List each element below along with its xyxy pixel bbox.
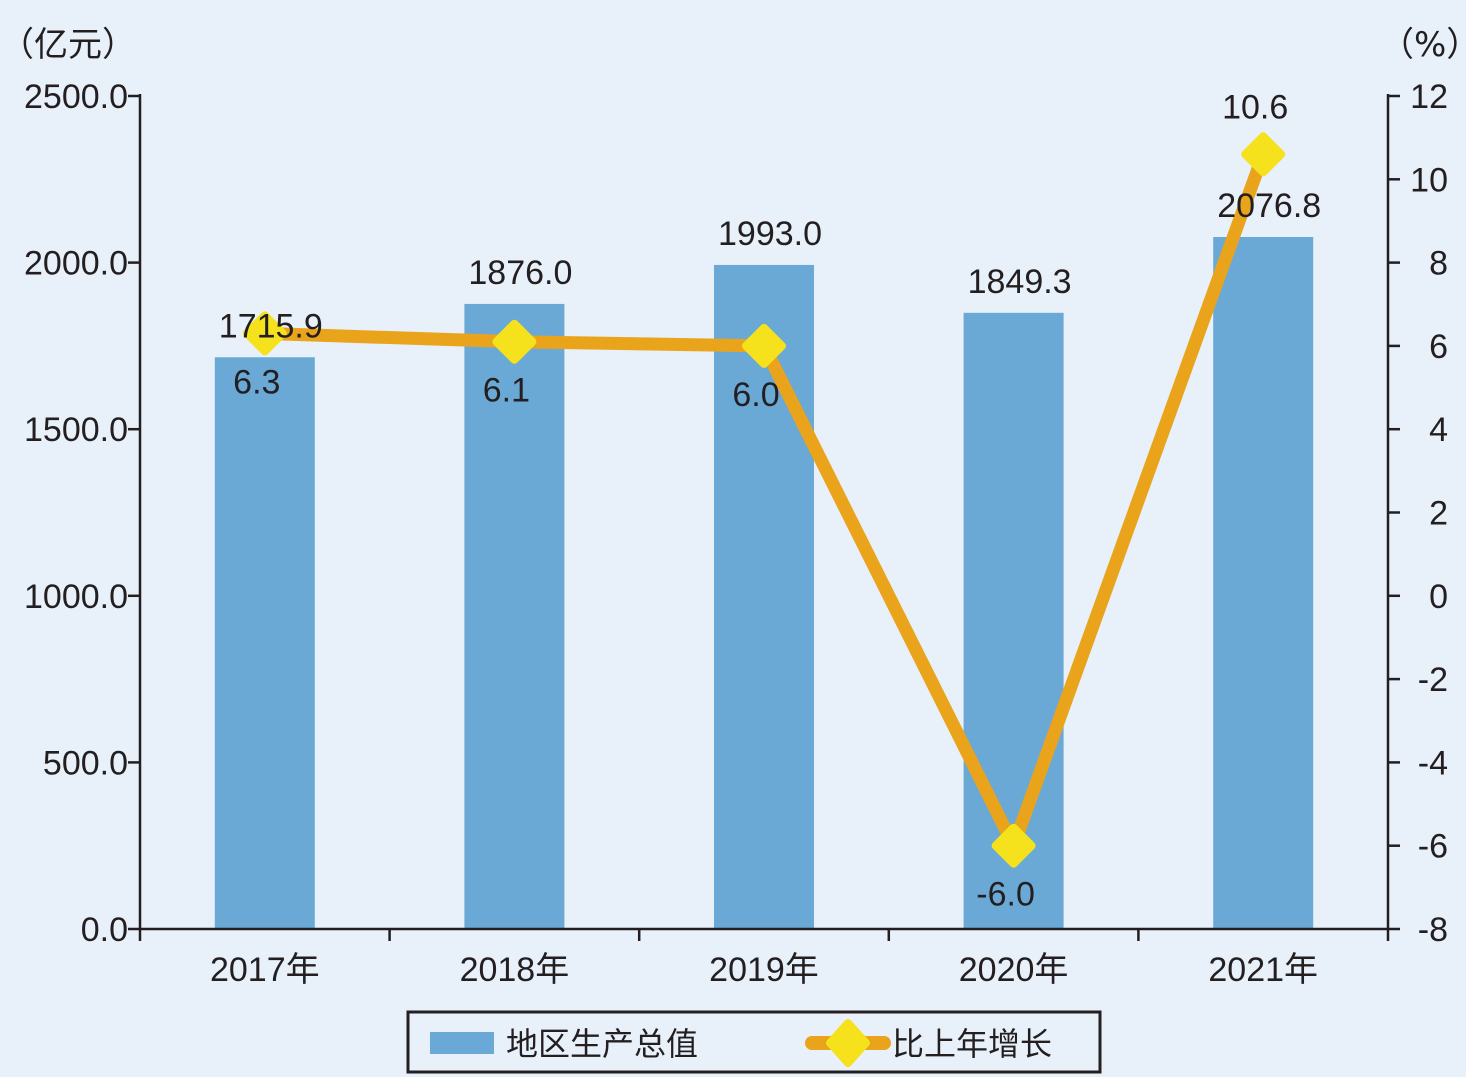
left-tick-label: 500.0 <box>43 744 128 782</box>
growth-value-label: 6.0 <box>732 376 779 414</box>
growth-marker <box>1241 132 1286 177</box>
right-tick-label: 8 <box>1429 245 1448 283</box>
right-tick-label: -4 <box>1418 744 1448 782</box>
right-tick-label: 10 <box>1410 161 1448 199</box>
bar-value-label: 1849.3 <box>968 263 1072 301</box>
bar-series <box>214 237 1314 930</box>
right-tick-label: 2 <box>1429 495 1448 533</box>
left-axis-unit: （亿元） <box>0 25 136 65</box>
growth-value-label: -6.0 <box>976 876 1035 914</box>
bar <box>714 264 814 930</box>
right-tick-label: -8 <box>1418 911 1448 949</box>
left-tick-label: 1500.0 <box>24 411 128 449</box>
bar-value-label: 1993.0 <box>718 215 822 253</box>
left-tick-label: 2500.0 <box>24 78 128 116</box>
growth-marker <box>492 319 537 364</box>
bar <box>464 303 565 929</box>
left-tick-label: 0.0 <box>81 911 128 949</box>
right-y-axis: -8 -6 -4 -2 0 2 4 6 8 10 12 <box>1386 78 1448 949</box>
growth-value-label: 6.1 <box>483 372 530 410</box>
line-series <box>242 132 1286 868</box>
x-tick-label: 2019年 <box>709 951 819 989</box>
growth-value-label: 6.3 <box>233 363 280 401</box>
left-tick-label: 2000.0 <box>24 245 128 283</box>
bar-value-label: 1715.9 <box>219 307 323 345</box>
legend-box <box>406 1010 1102 1074</box>
right-tick-label: 4 <box>1429 411 1448 449</box>
growth-marker <box>742 323 786 368</box>
bar <box>214 357 315 930</box>
right-tick-label: -6 <box>1418 828 1448 866</box>
legend-swatch-growth-marker <box>826 1019 870 1067</box>
right-axis-unit: （%） <box>1380 25 1466 65</box>
growth-marker <box>991 823 1036 868</box>
growth-marker <box>242 311 287 356</box>
x-axis: 2017年 2018年 2019年 2020年 2021年 <box>138 927 1390 989</box>
legend-label-gdp: 地区生产总值 <box>506 1025 698 1063</box>
right-tick-label: 0 <box>1429 578 1448 616</box>
x-tick-label: 2020年 <box>959 951 1069 989</box>
data-labels: 1715.9 1876.0 1993.0 1849.3 2076.8 6.3 6.1 6.0 -… <box>219 88 1321 913</box>
x-tick-label: 2018年 <box>460 951 570 989</box>
left-y-axis: 0.0 500.0 1000.0 1500.0 2000.0 2500.0 <box>24 78 142 949</box>
legend-label-growth: 比上年增长 <box>892 1025 1052 1063</box>
bar-value-label: 2076.8 <box>1217 187 1321 225</box>
x-tick-label: 2017年 <box>210 951 320 989</box>
left-tick-label: 1000.0 <box>24 578 128 616</box>
right-tick-label: 12 <box>1410 78 1448 116</box>
x-tick-label: 2021年 <box>1208 951 1318 989</box>
right-tick-label: -2 <box>1418 661 1448 699</box>
bar <box>1213 237 1314 929</box>
growth-value-label: 10.6 <box>1222 88 1288 126</box>
bar-value-label: 1876.0 <box>468 254 572 292</box>
legend: 地区生产总值 比上年增长 <box>406 1010 1102 1074</box>
legend-swatch-gdp <box>430 1032 494 1054</box>
right-tick-label: 6 <box>1429 328 1448 366</box>
